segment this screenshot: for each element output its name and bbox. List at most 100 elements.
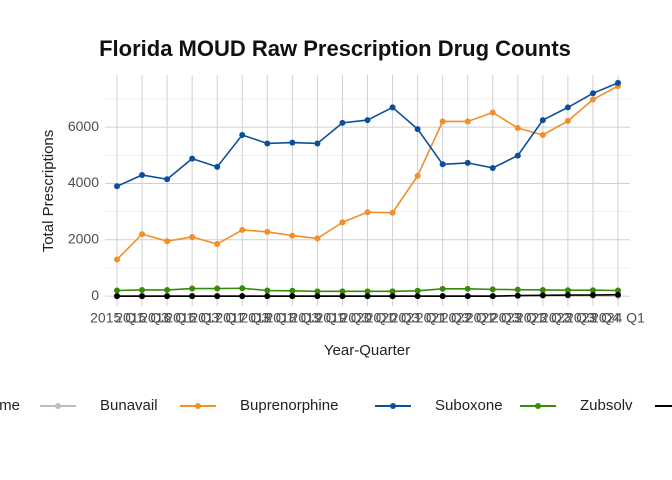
y-tick-label: 6000 <box>68 118 99 134</box>
data-point <box>264 228 271 235</box>
data-point <box>314 235 321 242</box>
x-tick-label: 2023 Q3 <box>541 310 595 326</box>
data-point <box>214 285 221 292</box>
x-tick-label: 2016 Q1 <box>140 310 194 326</box>
data-point <box>615 79 621 86</box>
x-tick-label: 2020 Q1 <box>341 310 395 326</box>
y-tick-label: 0 <box>91 287 99 303</box>
data-point <box>239 132 246 139</box>
x-tick-label: 2018 Q1 <box>240 310 294 326</box>
x-tick-label: 2023 Q4 <box>566 310 620 326</box>
data-point <box>464 159 471 166</box>
data-point <box>139 286 146 293</box>
y-tick-label: 4000 <box>68 174 99 190</box>
data-point <box>539 117 546 124</box>
legend-key-point <box>195 403 201 409</box>
data-point <box>439 293 446 300</box>
data-point <box>364 117 371 124</box>
data-point <box>489 286 496 293</box>
data-point <box>364 288 371 295</box>
data-point <box>114 183 120 190</box>
data-point <box>239 285 246 292</box>
data-point <box>314 140 321 147</box>
data-point <box>564 117 571 124</box>
legend-key-point <box>535 403 541 409</box>
data-point <box>414 293 421 300</box>
data-point <box>139 172 146 179</box>
data-point <box>389 104 396 111</box>
x-tick-label: 2024 Q1 <box>591 310 645 326</box>
data-point <box>239 293 246 300</box>
data-point <box>514 124 521 131</box>
x-tick-label: 2021 Q3 <box>416 310 470 326</box>
data-point <box>414 172 421 179</box>
data-point <box>589 96 596 103</box>
y-axis-title: Total Prescriptions <box>40 130 57 253</box>
data-point <box>389 293 396 300</box>
data-point <box>514 152 521 159</box>
data-point <box>164 238 171 245</box>
data-point <box>289 139 296 146</box>
x-tick-label: 2021 Q1 <box>391 310 445 326</box>
x-tick-label: 2016 Q3 <box>165 310 219 326</box>
legend-key-point <box>55 403 61 409</box>
data-point <box>615 291 621 298</box>
data-point <box>139 293 146 300</box>
x-tick-label: 2023 Q2 <box>516 310 570 326</box>
y-tick-label: 2000 <box>68 231 99 247</box>
data-point <box>489 164 496 171</box>
x-tick-label: 2019 Q1 <box>291 310 345 326</box>
data-point <box>289 232 296 239</box>
data-point <box>539 132 546 139</box>
data-point <box>214 293 221 300</box>
data-point <box>414 287 421 294</box>
data-point <box>364 209 371 216</box>
data-point <box>314 293 321 300</box>
data-point <box>439 118 446 125</box>
data-point <box>189 285 196 292</box>
x-tick-label: 2015 Q1 <box>90 310 144 326</box>
data-point <box>289 293 296 300</box>
legend-key-point <box>390 403 396 409</box>
x-axis-title: Year-Quarter <box>324 342 410 359</box>
data-point <box>189 155 196 162</box>
x-tick-label: 2017 Q3 <box>215 310 269 326</box>
x-tick-label: 2018 Q3 <box>265 310 319 326</box>
data-point <box>339 119 346 126</box>
data-point <box>164 286 171 293</box>
x-tick-label: 2022 Q3 <box>466 310 520 326</box>
data-point <box>314 288 321 295</box>
data-point <box>539 292 546 299</box>
legend-label: Zubsolv <box>580 397 633 414</box>
data-point <box>289 287 296 294</box>
data-point <box>139 231 146 238</box>
data-point <box>264 293 271 300</box>
data-point <box>164 176 171 183</box>
data-point <box>589 292 596 299</box>
data-point <box>164 293 171 300</box>
data-point <box>189 233 196 240</box>
data-point <box>589 90 596 97</box>
data-point <box>264 287 271 294</box>
data-point <box>564 292 571 299</box>
data-point <box>439 161 446 168</box>
data-point <box>114 256 120 263</box>
data-point <box>589 287 596 294</box>
x-tick-label: 2023 Q1 <box>491 310 545 326</box>
legend-title: me <box>0 397 20 414</box>
data-point <box>514 292 521 299</box>
data-point <box>514 286 521 293</box>
x-tick-label: 2017 Q1 <box>190 310 244 326</box>
data-point <box>489 293 496 300</box>
legend-label: Suboxone <box>435 397 503 414</box>
data-point <box>264 140 271 147</box>
data-point <box>464 293 471 300</box>
data-point <box>339 288 346 295</box>
x-tick-label: 2015 Q3 <box>115 310 169 326</box>
data-point <box>564 104 571 111</box>
data-point <box>389 288 396 295</box>
x-tick-label: 2019 Q3 <box>316 310 370 326</box>
legend-label: Buprenorphine <box>240 397 338 414</box>
data-point <box>214 241 221 248</box>
